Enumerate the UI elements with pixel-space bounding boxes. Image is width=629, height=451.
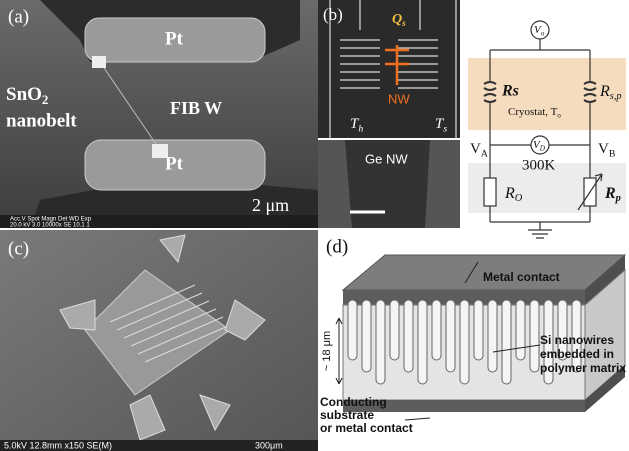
- cryostat-label: Cryostat, To: [508, 106, 561, 119]
- room-label: 300K: [522, 157, 556, 173]
- nanowire: [502, 300, 511, 384]
- nanowire: [362, 300, 371, 372]
- fib-label: FIB W: [170, 98, 222, 118]
- va-label: VA: [470, 141, 488, 159]
- substrate-label: substrate: [320, 408, 374, 422]
- nanowire: [376, 300, 385, 384]
- th-label-sub: h: [358, 124, 363, 135]
- nanowire: [390, 300, 399, 360]
- v0-label-sub: o: [541, 29, 545, 37]
- wires-label: Si nanowires: [540, 333, 614, 347]
- rsp-label-base: R: [599, 83, 610, 100]
- circuit: [468, 21, 626, 238]
- cryostat-label-sub: o: [557, 111, 561, 119]
- belt-label: nanobelt: [6, 110, 77, 131]
- metal-label: Metal contact: [483, 270, 560, 284]
- height-label: ~ 18 μm: [321, 331, 333, 371]
- substrate-label: Conducting: [320, 395, 387, 409]
- panel-label: (a): [8, 6, 29, 27]
- panel-label: (b): [323, 5, 343, 24]
- nanowire: [460, 300, 469, 384]
- ro-label-sub: O: [515, 193, 523, 204]
- pt-label: Pt: [165, 28, 184, 49]
- wires-label: polymer matrix: [540, 361, 626, 375]
- nanowire: [404, 300, 413, 372]
- rp-label-sub: p: [615, 193, 621, 204]
- figure: (a)PtPtSnO2nanobeltFIB W2 μmAcc.V Spot M…: [0, 0, 629, 451]
- vb-label-sub: B: [609, 149, 616, 160]
- va-label-base: V: [470, 141, 481, 157]
- nanowire: [432, 300, 441, 360]
- pt-label: Pt: [165, 153, 184, 174]
- scale-label: 300μm: [255, 440, 283, 450]
- ts-label-sub: s: [443, 124, 447, 135]
- panel-c: [0, 230, 318, 451]
- substrate-label: or metal contact: [320, 421, 413, 435]
- q-label-base: Q: [392, 12, 402, 27]
- nanowire: [530, 300, 539, 372]
- nanowire: [418, 300, 427, 384]
- rp-label-base: R: [604, 185, 616, 202]
- belt-base: SnO: [6, 84, 42, 105]
- panel-label: (d): [326, 236, 348, 257]
- rsp-label-sub: s,p: [610, 91, 622, 102]
- ro-label-base: R: [504, 185, 515, 202]
- panel-label: (c): [8, 238, 29, 259]
- vb-label: VB: [598, 141, 616, 159]
- rs-label: Rs: [501, 83, 519, 100]
- cryostat-label-base: Cryostat, T: [508, 106, 558, 118]
- nanowire: [348, 300, 357, 360]
- vb-label-base: V: [598, 141, 609, 157]
- ge-label: Ge NW: [365, 151, 408, 166]
- nanowire: [488, 300, 497, 372]
- nanowire: [516, 300, 525, 360]
- sem-info: 5.0kV 12.8mm x150 SE(M): [4, 440, 112, 450]
- vd-label-sub: D: [539, 144, 546, 152]
- q-label-sub: s: [401, 18, 406, 28]
- nanowire: [474, 300, 483, 360]
- panel-b: [318, 0, 460, 228]
- nw-label: NW: [388, 91, 410, 106]
- belt-sub: 2: [42, 92, 49, 107]
- va-label-sub: A: [481, 149, 488, 160]
- wires-label: embedded in: [540, 347, 614, 361]
- sem-info: 20.0 kV 3.0 10000x SE 10.1 1: [10, 223, 90, 229]
- nanowire: [446, 300, 455, 372]
- scale-label: 2 μm: [252, 195, 289, 215]
